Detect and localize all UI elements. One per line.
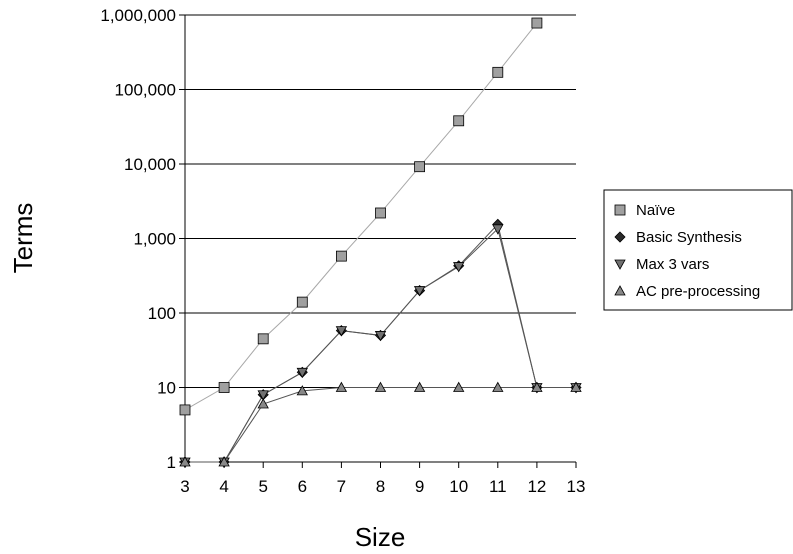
y-tick-label: 10,000 <box>124 155 176 174</box>
data-point-max-3-vars <box>296 367 308 379</box>
data-point-naive <box>179 404 191 416</box>
legend-marker-basic-synthesis <box>614 231 626 243</box>
y-axis-title: Terms <box>8 203 38 274</box>
data-point-ac-pre-processing <box>296 385 308 396</box>
x-tick-label: 10 <box>449 477 468 496</box>
y-tick-label: 100 <box>148 304 176 323</box>
data-point-naive <box>218 382 230 393</box>
legend-marker-max-3-vars <box>614 259 626 270</box>
data-point-naive <box>492 66 504 78</box>
data-point-naive <box>335 250 347 262</box>
data-point-max-3-vars <box>374 331 387 342</box>
y-tick-labels: 1 10 100 1,000 10,000 100,000 1,000,000 <box>100 6 176 472</box>
data-point-ac-pre-processing <box>218 456 230 467</box>
legend-label-naive: Naïve <box>636 202 675 219</box>
x-tick-label: 12 <box>527 477 546 496</box>
series-line-ac-pre-processing <box>185 387 576 463</box>
data-point-max-3-vars <box>492 224 504 235</box>
y-tick-label: 100,000 <box>115 81 176 100</box>
x-tick-label: 13 <box>567 477 586 496</box>
x-tick-label: 5 <box>258 477 267 496</box>
data-point-ac-pre-processing <box>335 381 348 392</box>
data-point-max-3-vars <box>257 390 269 401</box>
data-point-naive <box>531 17 543 29</box>
y-tick-label: 1,000,000 <box>100 6 176 25</box>
data-point-max-3-vars <box>453 262 465 273</box>
series-line-basic-synthesis <box>185 223 576 463</box>
x-tick-label: 7 <box>337 477 346 496</box>
legend-marker-naive <box>614 204 626 216</box>
y-tick-label: 10 <box>157 379 176 398</box>
legend-label-basic-synthesis: Basic Synthesis <box>636 229 742 246</box>
axes <box>179 14 577 468</box>
data-point-naive <box>414 161 426 173</box>
data-point-naive <box>375 207 386 219</box>
series-line-naive <box>184 22 538 411</box>
data-point-ac-pre-processing <box>570 381 582 392</box>
y-tick-label: 1 <box>167 453 176 472</box>
data-point-naive <box>296 296 308 308</box>
series-lines <box>184 22 576 463</box>
x-tick-label: 3 <box>180 477 189 496</box>
x-tick-label: 4 <box>219 477 228 496</box>
data-point-ac-pre-processing <box>179 456 191 467</box>
x-tick-label: 8 <box>376 477 385 496</box>
x-axis-title: Size <box>355 522 406 552</box>
x-tick-label: 6 <box>298 477 307 496</box>
series-markers <box>179 17 582 468</box>
x-tick-labels: 3 4 5 6 7 8 9 10 11 12 13 <box>180 477 585 496</box>
series-line-max-3-vars <box>185 227 576 463</box>
legend-box <box>603 189 793 311</box>
x-tick-label: 9 <box>415 477 424 496</box>
data-point-ac-pre-processing <box>492 381 504 392</box>
y-tick-label: 1,000 <box>133 230 176 249</box>
data-point-ac-pre-processing <box>531 381 543 392</box>
legend-marker-ac-pre-processing <box>614 285 626 296</box>
x-tick-label: 11 <box>489 477 507 496</box>
data-point-naive <box>257 333 269 345</box>
data-point-ac-pre-processing <box>453 381 465 392</box>
data-point-naive <box>453 115 465 127</box>
grid-lines <box>185 14 576 463</box>
legend-label-ac-pre-processing: AC pre-processing <box>636 283 760 300</box>
data-point-max-3-vars <box>413 286 426 297</box>
legend-label-max-3-vars: Max 3 vars <box>636 256 709 273</box>
data-point-ac-pre-processing <box>413 381 426 392</box>
data-point-max-3-vars <box>335 326 348 337</box>
data-point-ac-pre-processing <box>257 398 269 409</box>
legend: Naïve Basic Synthesis Max 3 vars AC pre-pro… <box>603 189 793 311</box>
data-point-ac-pre-processing <box>374 381 387 392</box>
